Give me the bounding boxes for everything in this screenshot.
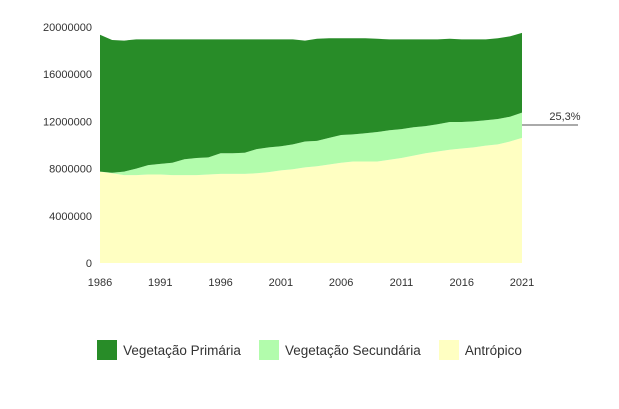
x-tick-label: 2006 xyxy=(329,277,353,289)
x-tick-label: 1996 xyxy=(208,277,232,289)
annotation-label: 25,3% xyxy=(549,111,580,123)
x-tick-label: 2001 xyxy=(269,277,293,289)
y-tick-label: 20000000 xyxy=(43,22,92,34)
legend-item-vegetacao-secundaria: Vegetação Secundária xyxy=(258,340,421,360)
y-tick-label: 12000000 xyxy=(43,116,92,128)
legend-swatch-antropico xyxy=(438,340,459,360)
legend-item-vegetacao-primaria: Vegetação Primária xyxy=(97,340,241,360)
chart-annotation: 25,3% xyxy=(522,111,581,126)
y-tick-label: 0 xyxy=(86,258,92,270)
chart-legend: Vegetação Primária Vegetação Secundária … xyxy=(0,340,619,360)
x-tick-label: 1991 xyxy=(148,277,172,289)
legend-swatch-vegetacao-primaria xyxy=(97,340,118,360)
x-axis-ticks: 1986 1991 1996 2001 2006 2011 2016 2021 xyxy=(88,277,534,289)
y-axis-ticks: 0 4000000 8000000 12000000 16000000 20000000 xyxy=(43,22,92,270)
area-series-vegetacao-primaria xyxy=(100,32,522,173)
y-tick-label: 16000000 xyxy=(43,69,92,81)
legend-swatch-vegetacao-secundaria xyxy=(258,340,279,360)
y-tick-label: 8000000 xyxy=(49,164,92,176)
legend-label-vegetacao-secundaria: Vegetação Secundária xyxy=(284,342,421,358)
area-series-antropico xyxy=(100,137,522,263)
x-tick-label: 1986 xyxy=(88,277,112,289)
x-tick-label: 2016 xyxy=(449,277,473,289)
legend-item-antropico: Antrópico xyxy=(438,340,522,360)
area-series-vegetacao-secundaria xyxy=(100,112,522,176)
y-tick-label: 4000000 xyxy=(49,211,92,223)
chart-areas xyxy=(100,32,522,263)
x-tick-label: 2011 xyxy=(390,277,414,289)
legend-label-antropico: Antrópico xyxy=(464,342,522,358)
x-tick-label: 2021 xyxy=(510,277,534,289)
legend-label-vegetacao-primaria: Vegetação Primária xyxy=(123,342,241,358)
